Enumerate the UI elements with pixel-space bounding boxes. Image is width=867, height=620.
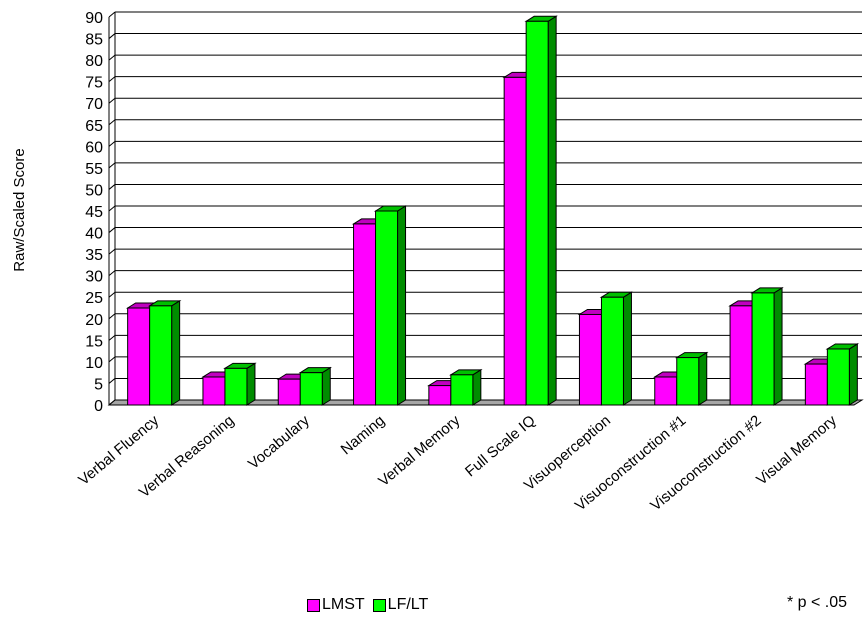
- bar-lflt-8: [675, 351, 709, 406]
- bar-lflt-10: [825, 343, 860, 406]
- y-tick-mark: [108, 227, 116, 233]
- y-tick-mark: [108, 205, 116, 212]
- legend-item-lflt: LF/LT: [372, 596, 429, 614]
- y-tick-mark: [108, 334, 116, 341]
- legend-label-lflt: LF/LT: [387, 596, 429, 613]
- y-tick-label: 15: [85, 333, 103, 350]
- y-tick-mark: [108, 291, 116, 298]
- y-tick-label: 60: [85, 139, 103, 156]
- legend-swatch-lmst: [307, 598, 320, 612]
- y-tick-mark: [108, 313, 116, 320]
- y-tick-label: 90: [85, 10, 103, 27]
- bar-lflt-7: [599, 291, 634, 406]
- gridlines: [115, 11, 862, 401]
- y-tick-mark: [108, 378, 116, 384]
- y-tick-label: 45: [85, 204, 103, 221]
- bar-lflt-4: [373, 205, 408, 406]
- y-tick-label: 50: [85, 182, 103, 199]
- legend-item-lmst: LMST: [307, 596, 365, 614]
- y-tick-label: 35: [85, 247, 103, 264]
- y-tick-mark: [108, 162, 116, 169]
- y-tick-label: 80: [85, 53, 103, 70]
- category-label: Naming: [338, 412, 389, 458]
- y-tick-label: 70: [85, 96, 103, 113]
- y-tick-label: 85: [85, 32, 103, 49]
- bar-lflt-9: [750, 287, 784, 406]
- bar-lflt-3: [298, 366, 332, 406]
- y-axis: [108, 11, 116, 406]
- legend-swatch-lflt: [372, 598, 386, 612]
- y-tick-label: 0: [94, 398, 103, 415]
- legend-label-lmst: LMST: [322, 596, 365, 613]
- category-label: Visual Memory: [753, 412, 840, 489]
- y-tick-label: 20: [85, 312, 103, 329]
- bar-lflt-2: [223, 362, 257, 406]
- y-tick-label: 75: [85, 75, 103, 92]
- y-tick-mark: [108, 11, 116, 18]
- bar-lflt-1: [147, 299, 182, 406]
- category-label: Verbal Memory: [375, 412, 464, 490]
- y-tick-mark: [108, 54, 116, 61]
- y-tick-mark: [108, 97, 116, 104]
- y-tick-mark: [108, 356, 116, 363]
- y-tick-mark: [108, 119, 116, 126]
- bars: [125, 15, 860, 406]
- category-label: Vocabulary: [245, 412, 313, 473]
- y-tick-mark: [108, 33, 116, 39]
- bar-lflt-6: [524, 15, 558, 406]
- y-tick-label: 10: [85, 355, 103, 372]
- y-tick-label: 40: [85, 226, 103, 243]
- y-tick-label: 25: [85, 290, 103, 307]
- y-tick-label: 30: [85, 269, 103, 286]
- y-tick-mark: [108, 184, 116, 190]
- y-tick-mark: [108, 270, 116, 277]
- y-tick-mark: [108, 248, 116, 255]
- y-tick-mark: [108, 140, 116, 147]
- legend: LMST LF/LT: [307, 596, 432, 614]
- y-tick-label: 65: [85, 118, 103, 135]
- y-tick-label: 5: [94, 376, 103, 393]
- y-tick-mark: [108, 76, 116, 83]
- bar-lflt-5: [449, 368, 483, 406]
- y-axis-title: Raw/Scaled Score: [11, 148, 28, 271]
- y-tick-label: 55: [85, 161, 103, 178]
- y-tick-labels: 0 5 10 15 20 25 30 35 40 45 50 55 60 65 70 75 80 85 90: [85, 10, 103, 415]
- y-axis-label: Raw/Scaled Score: [11, 148, 28, 271]
- y-tick-mark: [108, 399, 116, 406]
- significance-footnote: * p < .05: [787, 594, 848, 611]
- category-label: Full Scale IQ: [462, 412, 539, 480]
